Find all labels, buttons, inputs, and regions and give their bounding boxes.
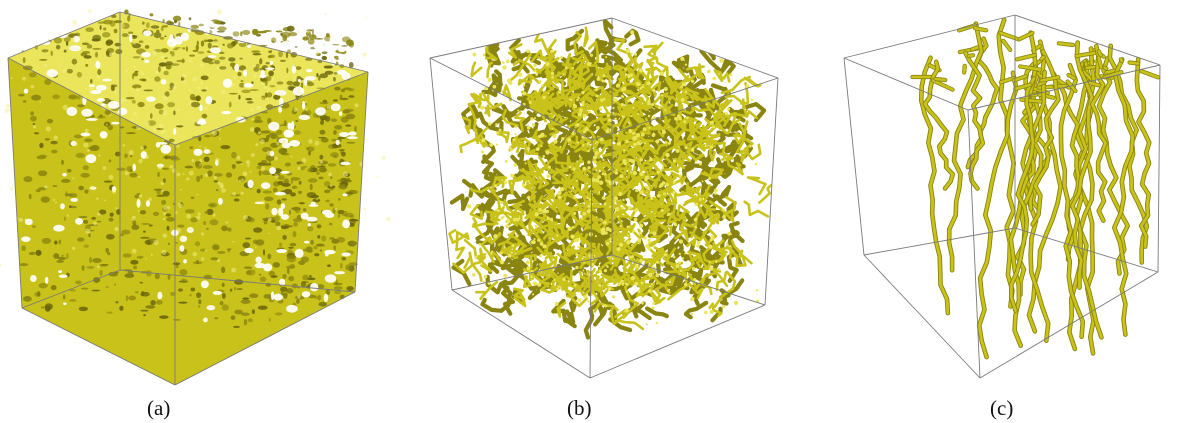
fiber-network-cube-render	[429, 17, 779, 379]
bounding-box-c	[843, 14, 1161, 379]
bounding-box-b	[429, 17, 779, 379]
panel-b-label: (b)	[567, 396, 592, 420]
vertical-fibers-cube-render	[843, 14, 1161, 379]
panel-c: (c)	[820, 0, 1190, 423]
porous-solid-cube-render	[0, 9, 390, 386]
fiber-network	[448, 18, 778, 340]
panel-c-label: (c)	[990, 396, 1014, 420]
vertical-fibers	[910, 17, 1161, 360]
panel-b: (b)	[400, 0, 800, 423]
porous-material	[0, 9, 390, 385]
bounding-box-a	[7, 11, 369, 386]
panel-a-label: (a)	[147, 396, 171, 420]
panel-a: (a)	[0, 0, 390, 423]
